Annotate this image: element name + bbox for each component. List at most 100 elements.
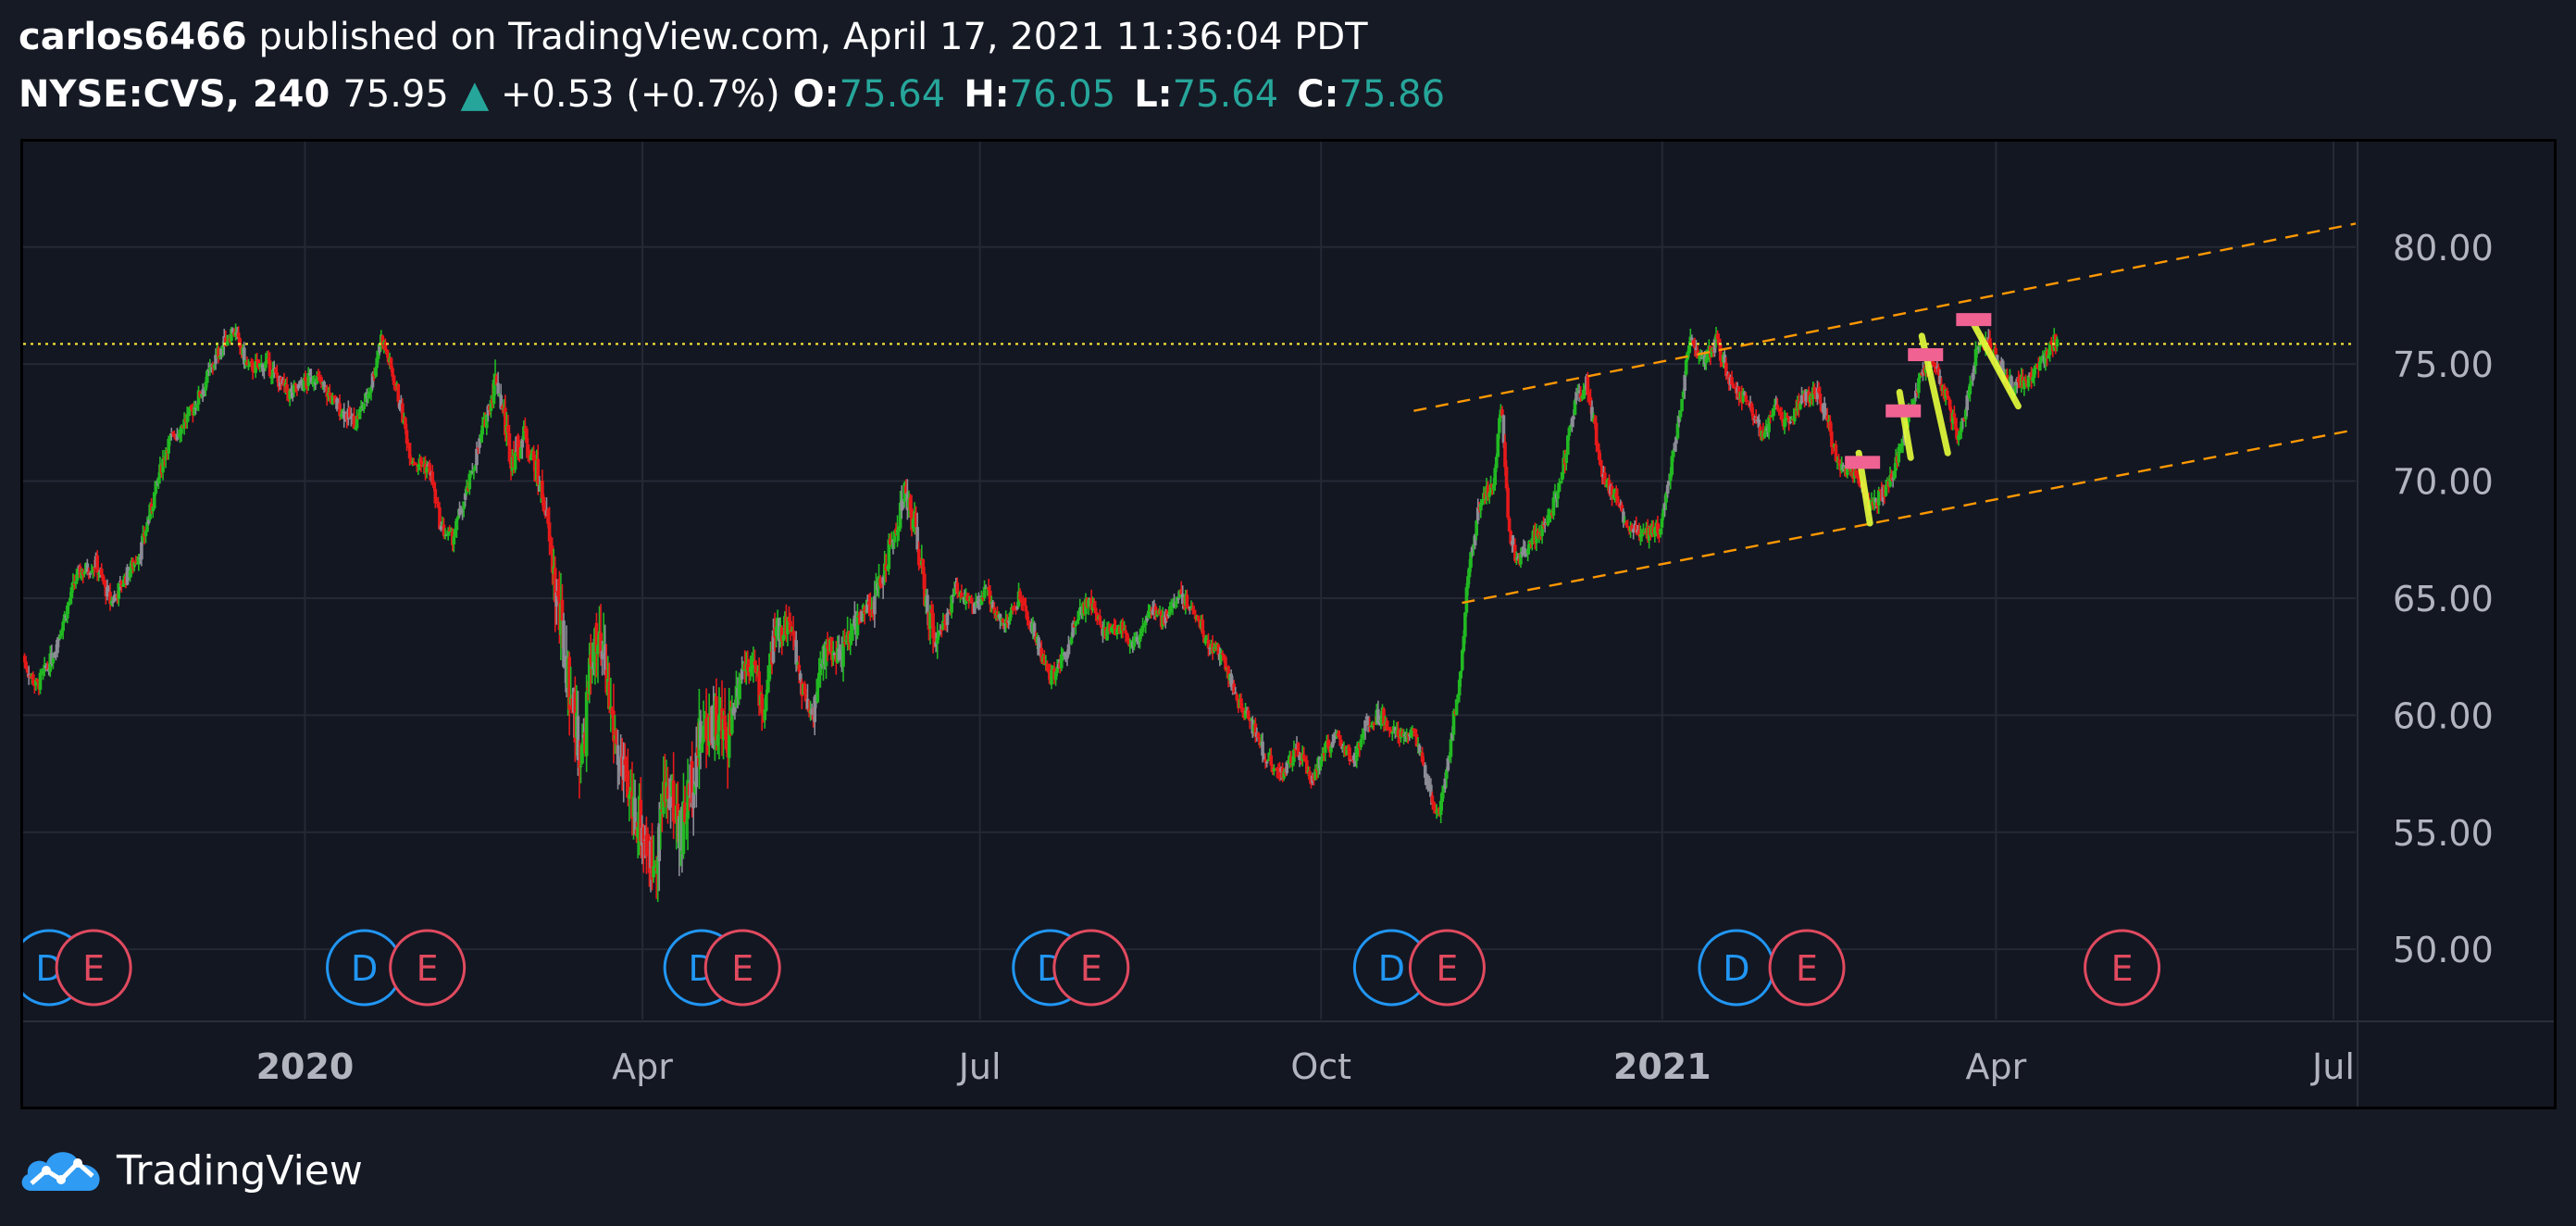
candle-body	[452, 536, 456, 544]
candle-body	[106, 587, 111, 592]
candle-body	[91, 568, 95, 572]
candle-body	[797, 664, 802, 672]
candle-body	[169, 433, 174, 436]
candle-body	[1805, 390, 1810, 392]
candle-body	[1463, 612, 1467, 637]
candle-body	[68, 597, 72, 601]
candle-body	[479, 433, 483, 439]
candle-body	[623, 759, 628, 766]
candle-body	[167, 438, 170, 454]
candle-body	[681, 801, 686, 855]
badge-letter: D	[1378, 948, 1405, 989]
candle-body	[1145, 618, 1150, 621]
candle-body	[1931, 359, 1935, 366]
badge-circle	[55, 929, 132, 1007]
earnings-badge[interactable]: E	[55, 929, 132, 1007]
candle-body	[541, 481, 544, 499]
candle-body	[1494, 457, 1499, 469]
earnings-badge[interactable]: E	[703, 929, 781, 1007]
candle-body	[151, 507, 156, 512]
earnings-badge[interactable]: E	[2084, 929, 2161, 1007]
candle-body	[1715, 333, 1720, 340]
candle-body	[753, 661, 757, 666]
candle-body	[1010, 607, 1014, 615]
earnings-badge[interactable]: E	[1768, 929, 1846, 1007]
candle-body	[101, 574, 106, 582]
tradingview-logo[interactable]: TradingView	[19, 1143, 363, 1198]
candle-body	[1063, 653, 1066, 656]
candle-body	[357, 408, 362, 419]
time-axis[interactable]: 2020 Apr Jul Oct 2021 Apr Jul	[256, 1046, 2355, 1087]
candle-body	[1166, 614, 1171, 617]
candle-body	[518, 447, 523, 459]
symbol-label[interactable]: NYSE:CVS, 240	[19, 73, 330, 116]
candle-body	[41, 670, 45, 673]
candle-body	[1266, 759, 1271, 761]
candle-body	[476, 447, 480, 449]
candle-body	[1675, 423, 1680, 439]
candle-body	[256, 359, 261, 367]
candle-body	[1808, 395, 1812, 403]
candle-body	[704, 718, 708, 740]
candle-body	[694, 752, 699, 788]
candle-body	[362, 403, 367, 409]
candle-body	[1021, 601, 1025, 606]
candle-body	[436, 504, 441, 507]
candle-body	[469, 470, 473, 476]
candle-body	[1884, 485, 1888, 496]
dividend-badge[interactable]: D	[1352, 929, 1430, 1007]
candle-body	[1092, 603, 1097, 608]
candle-body	[979, 596, 984, 605]
price-axis[interactable]: 80.00 75.00 70.00 65.00 60.00 55.00 50.00	[2393, 228, 2494, 970]
candle-body	[1784, 417, 1788, 420]
candle-body	[31, 674, 35, 684]
low-value: 75.64	[1172, 73, 1279, 116]
candle-body	[1174, 602, 1177, 605]
candle-body	[439, 525, 443, 531]
candle-body	[556, 591, 560, 597]
candle-body	[1857, 476, 1860, 484]
candle-body	[1559, 481, 1562, 483]
candle-body	[848, 633, 852, 643]
candle-body	[562, 620, 566, 668]
candle-body	[639, 799, 643, 842]
candle-body	[268, 360, 272, 377]
candle-body	[1773, 405, 1777, 409]
drawings[interactable]	[23, 222, 2357, 605]
candle-body	[1767, 417, 1771, 432]
candle-body	[419, 457, 423, 464]
earnings-badge[interactable]: E	[1052, 929, 1130, 1007]
candle-body	[319, 377, 323, 384]
candle-body	[180, 425, 183, 434]
candle-body	[1586, 375, 1590, 395]
candle-body	[965, 595, 969, 601]
candle-body	[1290, 762, 1295, 765]
candle-body	[1185, 594, 1189, 608]
candle-body	[1901, 442, 1905, 445]
dividend-badge[interactable]: D	[1698, 929, 1775, 1007]
candle-body	[1826, 419, 1831, 422]
dividend-badge[interactable]: D	[326, 929, 404, 1007]
candle-body	[546, 509, 550, 524]
candle-body	[1467, 568, 1472, 578]
candle-body	[1971, 372, 1975, 382]
candle-body	[1574, 392, 1578, 401]
candle-body	[1828, 420, 1833, 432]
candle-body	[245, 361, 249, 366]
author-name[interactable]: carlos6466	[19, 16, 247, 58]
candle-body	[520, 438, 525, 448]
candle-body	[522, 426, 526, 440]
candle-body	[832, 653, 837, 656]
candle-body	[1222, 655, 1226, 658]
candle-body	[323, 385, 328, 388]
earnings-badge[interactable]: E	[1408, 929, 1486, 1007]
earnings-badge[interactable]: E	[389, 929, 467, 1007]
candle-body	[1445, 769, 1449, 780]
candle-body	[923, 573, 927, 607]
candle-body	[140, 542, 143, 560]
candle-body	[1098, 616, 1102, 625]
candle-body	[684, 821, 689, 824]
